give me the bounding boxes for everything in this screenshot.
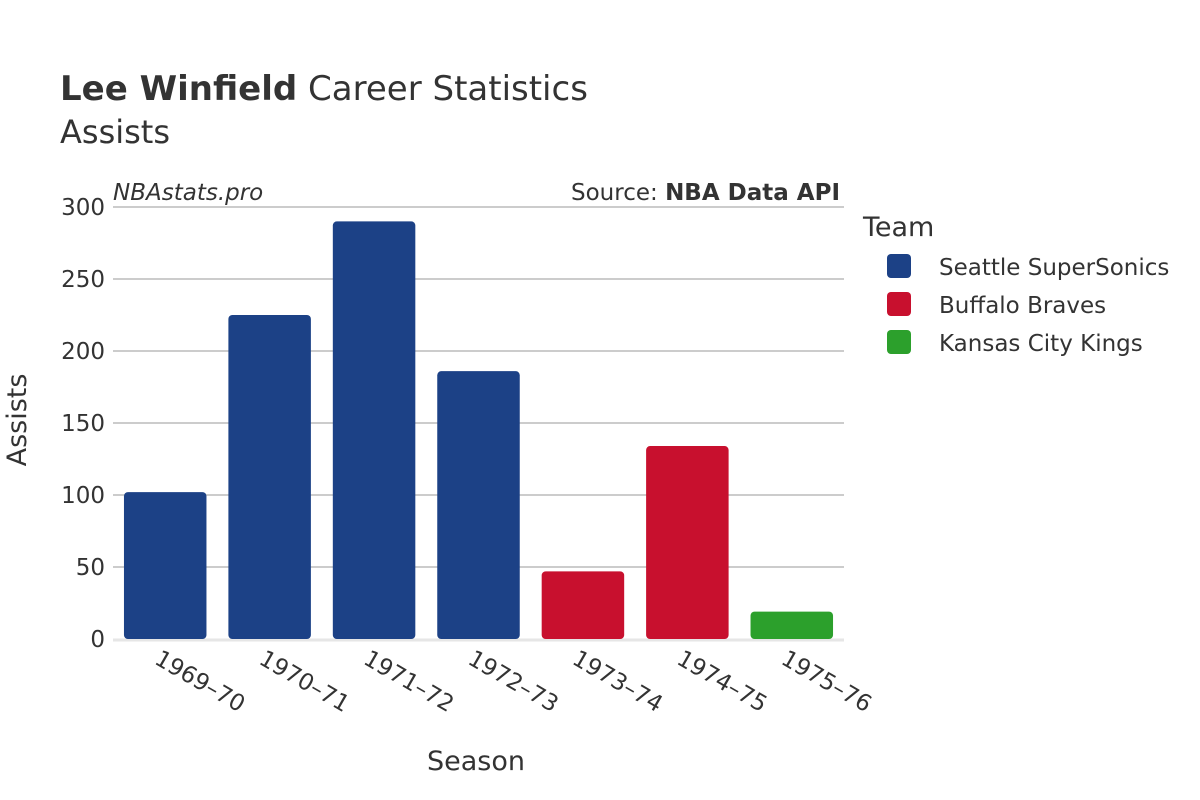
source-name: NBA Data API bbox=[665, 180, 840, 206]
y-tick-label: 0 bbox=[90, 627, 105, 653]
y-tick-labels: 0 50 100 150 200 250 300 bbox=[61, 195, 105, 653]
chart-title: Lee Winfield Career Statistics bbox=[60, 69, 588, 109]
y-axis-label: Assists bbox=[2, 374, 33, 467]
source-prefix: Source: bbox=[571, 180, 665, 206]
title-rest: Career Statistics bbox=[297, 69, 588, 109]
source-note: Source: NBA Data API bbox=[571, 180, 840, 206]
x-tick-label: 1970–71 bbox=[255, 646, 354, 718]
y-tick-label: 150 bbox=[61, 411, 105, 437]
player-name: Lee Winfield bbox=[60, 69, 297, 109]
legend-items: Seattle SuperSonics Buffalo Braves Kansas … bbox=[887, 254, 1169, 357]
x-tick-label: 1969–70 bbox=[150, 646, 249, 718]
x-tick-label: 1973–74 bbox=[568, 646, 667, 718]
bar-1972-73 bbox=[437, 371, 520, 639]
legend-label: Seattle SuperSonics bbox=[939, 255, 1169, 281]
legend-swatch bbox=[887, 254, 911, 278]
x-axis-label: Season bbox=[427, 746, 525, 777]
y-tick-label: 50 bbox=[76, 555, 105, 581]
y-tick-label: 300 bbox=[61, 195, 105, 221]
bars bbox=[123, 221, 834, 639]
x-tick-label: 1972–73 bbox=[464, 646, 563, 718]
bar-1975-76 bbox=[750, 611, 834, 639]
x-tick-labels: 1969–70 1970–71 1971–72 1972–73 1973–74 1974–… bbox=[150, 646, 876, 718]
bar-1970-71 bbox=[228, 315, 311, 639]
y-tick-label: 100 bbox=[61, 483, 105, 509]
legend-title: Team bbox=[862, 212, 934, 243]
y-tick-label: 200 bbox=[61, 339, 105, 365]
legend-swatch bbox=[887, 330, 911, 354]
y-tick-label: 250 bbox=[61, 267, 105, 293]
legend-swatch bbox=[887, 292, 911, 316]
watermark: NBAstats.pro bbox=[113, 180, 263, 206]
bar-1969-70 bbox=[123, 492, 207, 639]
chart-subtitle: Assists bbox=[60, 113, 170, 151]
x-tick-label: 1975–76 bbox=[777, 646, 876, 718]
bar-1973-74 bbox=[541, 571, 625, 639]
legend-label: Kansas City Kings bbox=[939, 331, 1143, 357]
bar-1974-75 bbox=[646, 446, 729, 639]
legend-label: Buffalo Braves bbox=[939, 293, 1106, 319]
x-tick-label: 1971–72 bbox=[359, 646, 458, 718]
x-tick-label: 1974–75 bbox=[672, 646, 771, 718]
legend: Team Seattle SuperSonics Buffalo Braves Ka… bbox=[862, 212, 1169, 357]
bar-1971-72 bbox=[332, 221, 416, 639]
